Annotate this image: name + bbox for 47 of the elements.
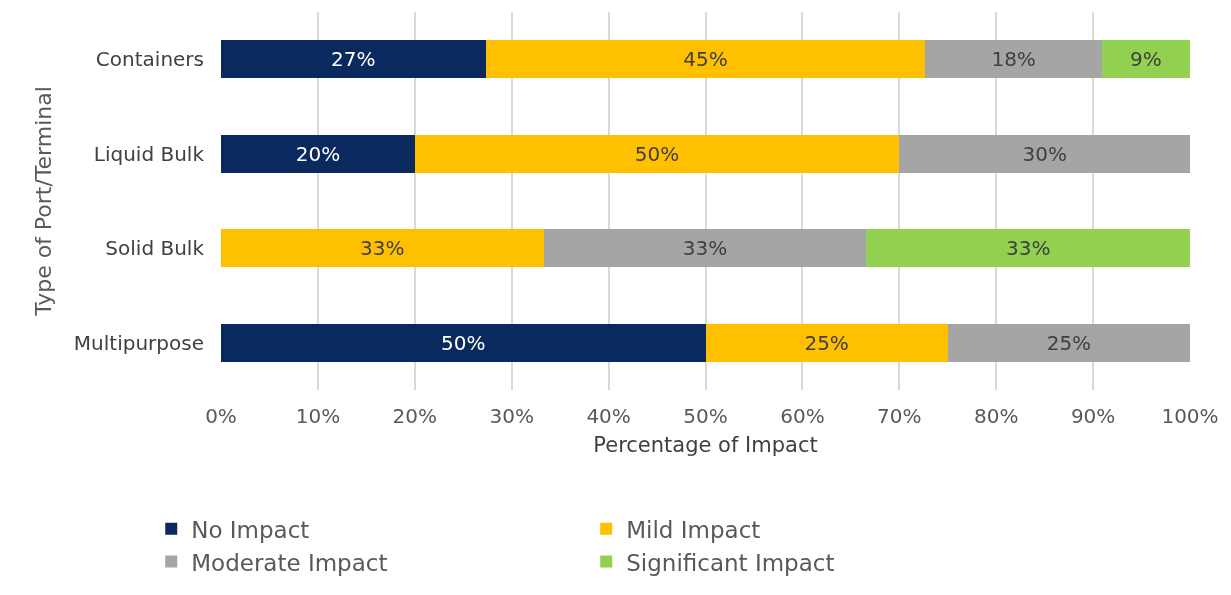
- bar: [221, 229, 544, 268]
- bar: [705, 323, 948, 362]
- y-tick-label: Solid Bulk: [105, 236, 205, 261]
- data-label: 18%: [991, 47, 1036, 72]
- legend-label: No Impact: [191, 516, 310, 543]
- y-tick-label: Multipurpose: [73, 330, 204, 355]
- data-label: 9%: [1130, 47, 1162, 72]
- x-tick-label: 90%: [1070, 404, 1116, 428]
- legend-label: Mild Impact: [626, 516, 761, 543]
- data-label: 50%: [634, 141, 680, 166]
- legend-label: Significant Impact: [626, 549, 835, 576]
- x-tick-label: 20%: [392, 404, 438, 428]
- x-tick-label: 10%: [295, 404, 341, 428]
- bar: [543, 229, 867, 268]
- data-label: 25%: [1046, 330, 1092, 355]
- x-tick-label: 60%: [780, 404, 825, 428]
- legend-label: Moderate Impact: [191, 549, 388, 576]
- bar: [899, 134, 1190, 173]
- data-label: 33%: [360, 236, 405, 261]
- data-label: 25%: [804, 330, 849, 355]
- x-axis-title: Percentage of Impact: [593, 433, 818, 458]
- x-tick-label: 80%: [973, 404, 1019, 428]
- x-tick-label: 70%: [877, 404, 922, 428]
- y-axis-title: Type of Port/Terminal: [30, 86, 56, 317]
- data-label: 50%: [441, 330, 486, 355]
- data-label: 27%: [331, 47, 376, 72]
- data-label: 33%: [682, 236, 728, 261]
- bar: [925, 40, 1102, 79]
- bar: [1101, 40, 1190, 79]
- x-tick-label: 100%: [1161, 404, 1219, 428]
- bar: [221, 40, 486, 79]
- x-tick-label: 40%: [586, 404, 631, 428]
- bar: [485, 40, 926, 79]
- bar: [221, 134, 415, 173]
- y-tick-label: Liquid Bulk: [93, 141, 205, 166]
- data-label: 33%: [1005, 236, 1051, 261]
- x-tick-label: 0%: [205, 404, 237, 428]
- bar: [414, 134, 900, 173]
- data-label: 45%: [683, 47, 728, 72]
- data-label: 30%: [1022, 141, 1067, 166]
- x-tick-label: 50%: [683, 404, 728, 428]
- bar: [221, 323, 706, 362]
- bar: [947, 323, 1190, 362]
- data-label: 20%: [295, 141, 341, 166]
- y-tick-label: Containers: [95, 47, 204, 72]
- bar: [866, 229, 1190, 268]
- x-tick-label: 30%: [489, 404, 534, 428]
